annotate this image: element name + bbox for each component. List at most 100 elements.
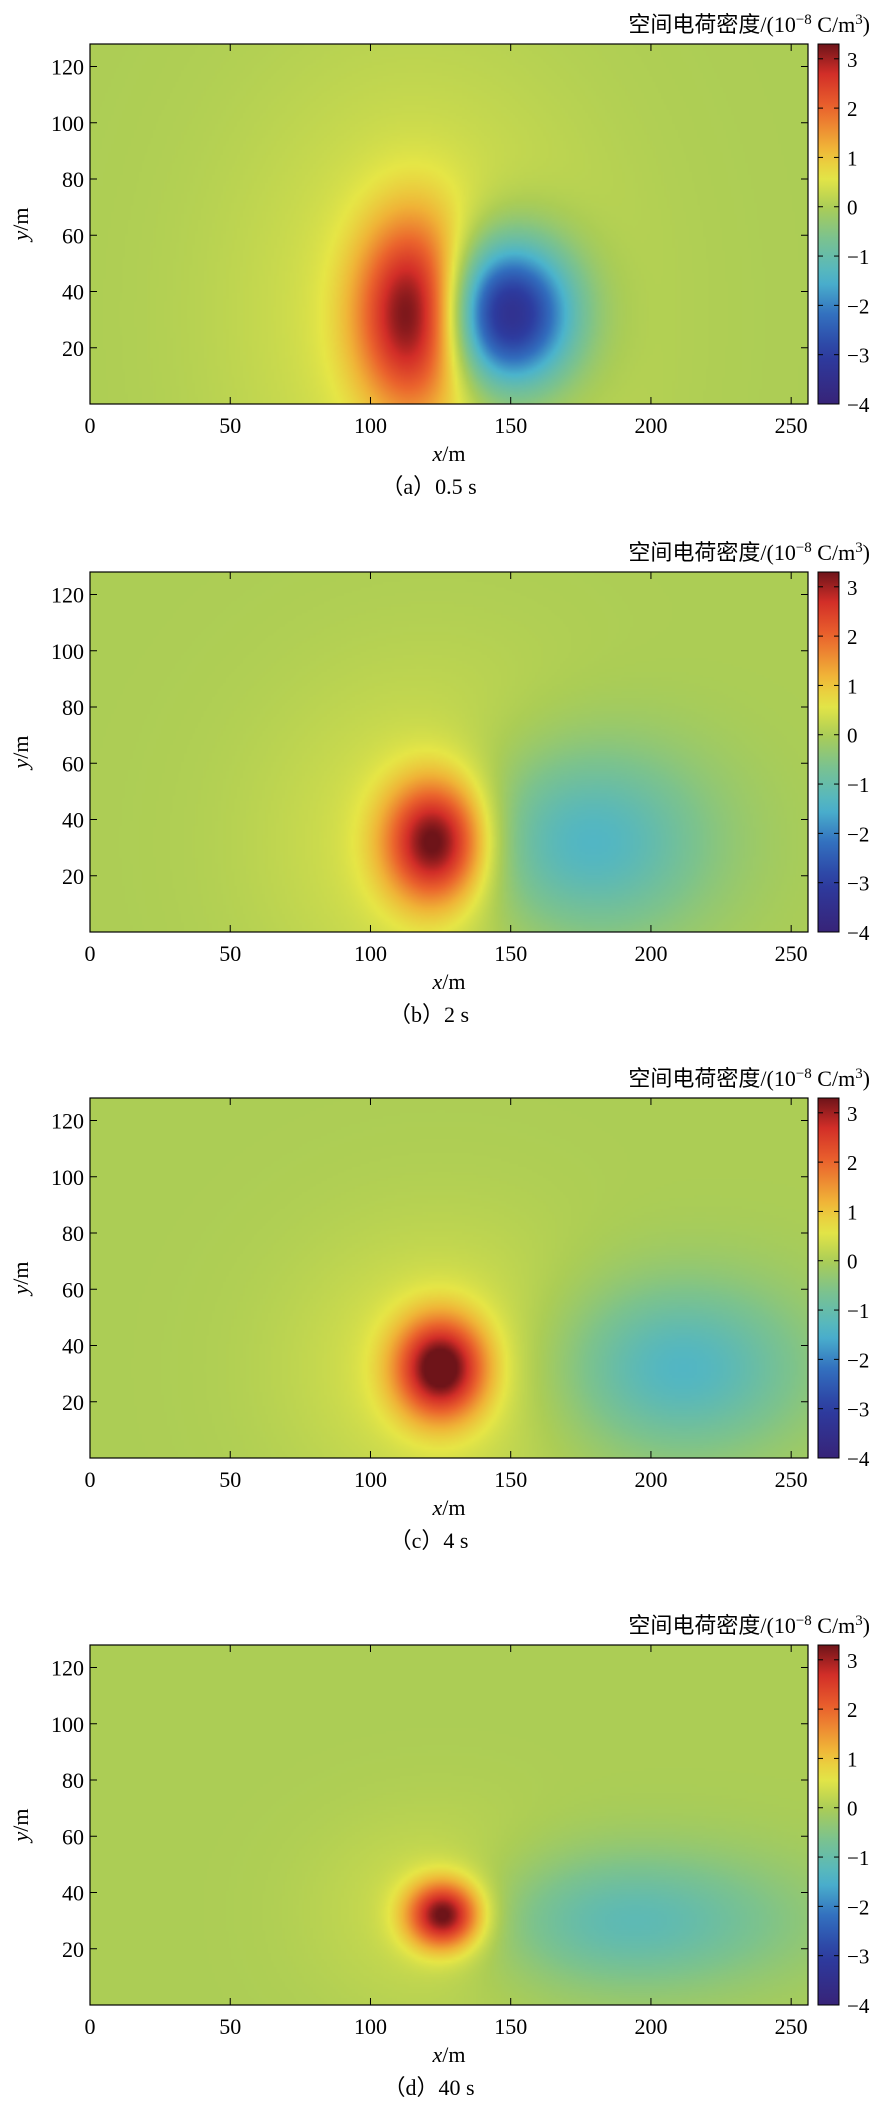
y-tick-label: 20 bbox=[62, 1390, 84, 1415]
y-tick-label: 120 bbox=[51, 55, 84, 80]
x-tick-label: 200 bbox=[634, 413, 667, 438]
colorbar-tick-label: −2 bbox=[847, 294, 869, 318]
colorbar-tick-label: −2 bbox=[847, 1895, 869, 1919]
y-tick-label: 20 bbox=[62, 336, 84, 361]
colorbar bbox=[817, 571, 840, 933]
panel-caption: （c）4 s bbox=[390, 1528, 469, 1553]
y-tick-label: 40 bbox=[62, 808, 84, 833]
colorbar-tick-label: 3 bbox=[847, 1102, 858, 1126]
x-tick-label: 250 bbox=[775, 2014, 808, 2039]
colorbar-tick-label: 1 bbox=[847, 1747, 858, 1771]
y-tick-label: 60 bbox=[62, 751, 84, 776]
colorbar bbox=[817, 43, 840, 405]
colorbar-tick-label: −4 bbox=[847, 393, 870, 417]
x-tick-label: 50 bbox=[219, 941, 241, 966]
heatmap-image bbox=[90, 44, 808, 404]
plot-frame bbox=[89, 1644, 809, 2006]
y-axis-label: y/m bbox=[8, 736, 33, 771]
colorbar-tick-label: 0 bbox=[847, 1797, 858, 1821]
x-tick-label: 0 bbox=[85, 941, 96, 966]
colorbar-tick-label: −4 bbox=[847, 1447, 870, 1471]
x-tick-label: 0 bbox=[85, 2014, 96, 2039]
y-tick-label: 120 bbox=[51, 1656, 84, 1681]
x-tick-label: 100 bbox=[354, 2014, 387, 2039]
y-tick-label: 100 bbox=[51, 1165, 84, 1190]
y-axis-label: y/m bbox=[8, 1262, 33, 1297]
y-tick-label: 100 bbox=[51, 1712, 84, 1737]
x-tick-label: 100 bbox=[354, 1467, 387, 1492]
x-tick-label: 250 bbox=[775, 1467, 808, 1492]
panel-caption: （a）0.5 s bbox=[381, 474, 476, 499]
x-tick-label: 50 bbox=[219, 2014, 241, 2039]
y-tick-label: 120 bbox=[51, 583, 84, 608]
x-tick-label: 150 bbox=[494, 2014, 527, 2039]
y-tick-label: 40 bbox=[62, 280, 84, 305]
y-tick-label: 80 bbox=[62, 1221, 84, 1246]
colorbar-title: 空间电荷密度/(10−8 C/m3) bbox=[628, 1613, 870, 1638]
y-tick-label: 80 bbox=[62, 695, 84, 720]
y-tick-label: 40 bbox=[62, 1881, 84, 1906]
x-tick-label: 200 bbox=[634, 1467, 667, 1492]
x-tick-label: 250 bbox=[775, 941, 808, 966]
x-tick-label: 150 bbox=[494, 1467, 527, 1492]
x-tick-label: 200 bbox=[634, 941, 667, 966]
heatmap-image bbox=[90, 1645, 808, 2005]
colorbar-tick-label: −3 bbox=[847, 1398, 869, 1422]
colorbar-tick-label: 0 bbox=[847, 1250, 858, 1274]
y-tick-label: 80 bbox=[62, 167, 84, 192]
colorbar-tick-label: 2 bbox=[847, 1151, 858, 1175]
y-tick-label: 80 bbox=[62, 1768, 84, 1793]
plot-frame bbox=[89, 43, 809, 405]
heatmap-image bbox=[90, 572, 808, 932]
x-tick-label: 250 bbox=[775, 413, 808, 438]
colorbar-tick-label: 3 bbox=[847, 576, 858, 600]
x-tick-label: 150 bbox=[494, 941, 527, 966]
colorbar-tick-label: −3 bbox=[847, 344, 869, 368]
colorbar-tick-label: 1 bbox=[847, 1200, 858, 1224]
x-tick-label: 100 bbox=[354, 941, 387, 966]
y-tick-label: 20 bbox=[62, 1937, 84, 1962]
y-tick-label: 40 bbox=[62, 1334, 84, 1359]
chart-panel-d: 0 50 100 150 200 25020406080100120x/my/m（d）40… bbox=[8, 1613, 870, 2100]
colorbar-tick-label: −2 bbox=[847, 822, 869, 846]
colorbar-tick-label: 1 bbox=[847, 674, 858, 698]
colorbar-title: 空间电荷密度/(10−8 C/m3) bbox=[628, 12, 870, 37]
x-tick-label: 0 bbox=[85, 1467, 96, 1492]
plot-frame bbox=[89, 571, 809, 933]
x-tick-label: 200 bbox=[634, 2014, 667, 2039]
colorbar-tick-label: 2 bbox=[847, 1698, 858, 1722]
colorbar-tick-label: −1 bbox=[847, 245, 869, 269]
x-axis-label: x/m bbox=[432, 969, 466, 994]
colorbar-tick-label: −4 bbox=[847, 1994, 870, 2018]
colorbar-tick-label: 1 bbox=[847, 146, 858, 170]
panel-caption: （d）40 s bbox=[383, 2075, 474, 2100]
y-tick-label: 100 bbox=[51, 639, 84, 664]
y-axis-label: y/m bbox=[8, 208, 33, 243]
y-tick-label: 60 bbox=[62, 1277, 84, 1302]
colorbar-tick-label: −3 bbox=[847, 872, 869, 896]
x-tick-label: 50 bbox=[219, 1467, 241, 1492]
colorbar-tick-label: 0 bbox=[847, 196, 858, 220]
y-axis-label: y/m bbox=[8, 1809, 33, 1844]
x-tick-label: 0 bbox=[85, 413, 96, 438]
colorbar-tick-label: 2 bbox=[847, 97, 858, 121]
colorbar-tick-label: −1 bbox=[847, 1299, 869, 1323]
colorbar-tick-label: 0 bbox=[847, 724, 858, 748]
y-tick-label: 20 bbox=[62, 864, 84, 889]
colorbar-tick-label: 3 bbox=[847, 48, 858, 72]
colorbar-tick-label: −4 bbox=[847, 921, 870, 945]
y-tick-label: 120 bbox=[51, 1109, 84, 1134]
colorbar-tick-label: −1 bbox=[847, 1846, 869, 1870]
x-axis-label: x/m bbox=[432, 1495, 466, 1520]
x-axis-label: x/m bbox=[432, 441, 466, 466]
y-tick-label: 60 bbox=[62, 223, 84, 248]
colorbar-title: 空间电荷密度/(10−8 C/m3) bbox=[628, 540, 870, 565]
colorbar-tick-label: 3 bbox=[847, 1649, 858, 1673]
x-tick-label: 150 bbox=[494, 413, 527, 438]
plot-frame bbox=[89, 1097, 809, 1459]
colorbar-tick-label: 2 bbox=[847, 625, 858, 649]
chart-panel-a: 0 50 100 150 200 25020406080100120x/my/m（a）0.… bbox=[8, 12, 870, 499]
y-tick-label: 100 bbox=[51, 111, 84, 136]
colorbar-tick-label: −1 bbox=[847, 773, 869, 797]
